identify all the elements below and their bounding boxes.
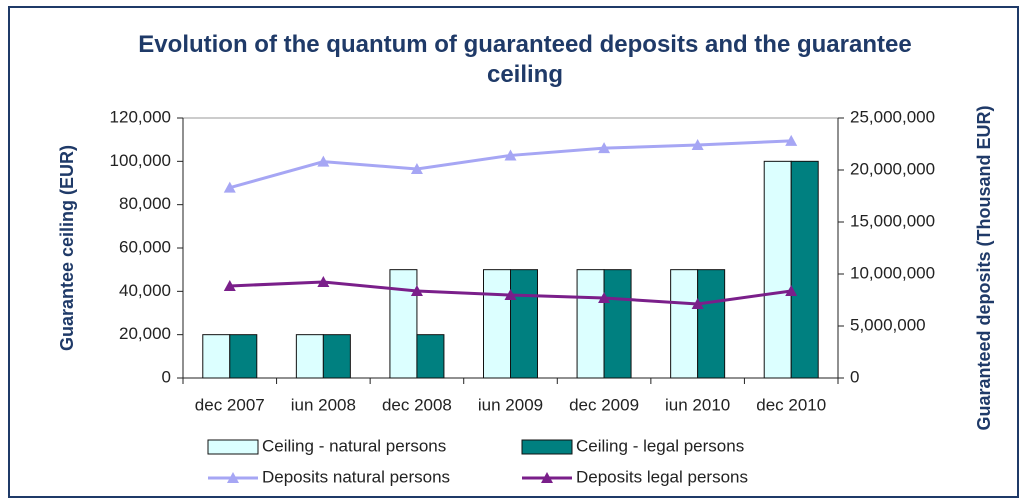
- chart-title: Evolution of the quantum of guaranteed d…: [138, 31, 912, 88]
- bar: [670, 269, 699, 379]
- chart-frame: [8, 6, 1019, 498]
- line-marker: [317, 276, 330, 288]
- y-tick-label: 80,000: [119, 194, 171, 213]
- line-marker: [410, 284, 423, 296]
- y2-tick-label: 25,000,000: [850, 107, 935, 126]
- y2-tick-label: 15,000,000: [850, 211, 935, 230]
- y-tick-label: 40,000: [119, 281, 171, 300]
- y-tick-label: 100,000: [110, 151, 171, 170]
- x-tick-label: iun 2010: [665, 395, 730, 414]
- bar: [697, 269, 726, 379]
- legend-marker: [541, 472, 553, 483]
- x-tick-label: dec 2007: [195, 395, 265, 414]
- line-marker: [785, 134, 798, 146]
- y-tick-label: 0: [162, 367, 171, 386]
- x-tick-label: iun 2009: [478, 395, 543, 414]
- legend-swatch: [207, 439, 259, 455]
- y2-axis-title: Guaranteed deposits (Thousand EUR): [974, 105, 994, 430]
- line-marker: [223, 279, 236, 291]
- legend-marker: [227, 472, 239, 483]
- line-marker: [598, 292, 611, 304]
- line-marker: [223, 181, 236, 193]
- bar: [202, 334, 231, 379]
- bar: [763, 160, 792, 379]
- y2-tick-label: 0: [850, 367, 859, 386]
- x-tick-label: dec 2009: [569, 395, 639, 414]
- legend-label: Deposits natural persons: [262, 467, 450, 486]
- bar: [322, 334, 351, 379]
- line-marker: [785, 284, 798, 296]
- bar: [483, 269, 511, 379]
- line-marker: [504, 289, 517, 301]
- x-tick-label: iun 2008: [291, 395, 356, 414]
- line-marker: [598, 142, 611, 154]
- x-tick-label: dec 2008: [382, 395, 452, 414]
- x-tick-label: dec 2010: [756, 395, 826, 414]
- line-marker: [504, 149, 517, 161]
- y2-tick-label: 5,000,000: [850, 315, 926, 334]
- line-marker: [691, 297, 704, 309]
- legend-label: Ceiling - legal persons: [576, 436, 744, 455]
- y-axis-title: Guarantee ceiling (EUR): [57, 145, 77, 351]
- bar: [576, 269, 605, 379]
- line: [229, 139, 792, 190]
- line-marker: [317, 155, 330, 167]
- y2-tick-label: 20,000,000: [850, 159, 935, 178]
- bar: [229, 334, 258, 379]
- legend-label: Ceiling - natural persons: [262, 436, 446, 455]
- line-marker: [691, 139, 704, 151]
- y-tick-label: 120,000: [110, 107, 171, 126]
- y-tick-label: 20,000: [119, 324, 171, 343]
- bar: [389, 269, 418, 379]
- y-tick-label: 60,000: [119, 237, 171, 256]
- bar: [295, 334, 324, 379]
- y2-tick-label: 10,000,000: [850, 263, 935, 282]
- bar: [510, 269, 538, 379]
- bar: [790, 160, 819, 379]
- line-marker: [410, 162, 423, 174]
- legend-label: Deposits legal persons: [576, 467, 748, 486]
- legend-swatch: [521, 439, 573, 455]
- bar: [603, 269, 632, 379]
- bar: [416, 334, 445, 379]
